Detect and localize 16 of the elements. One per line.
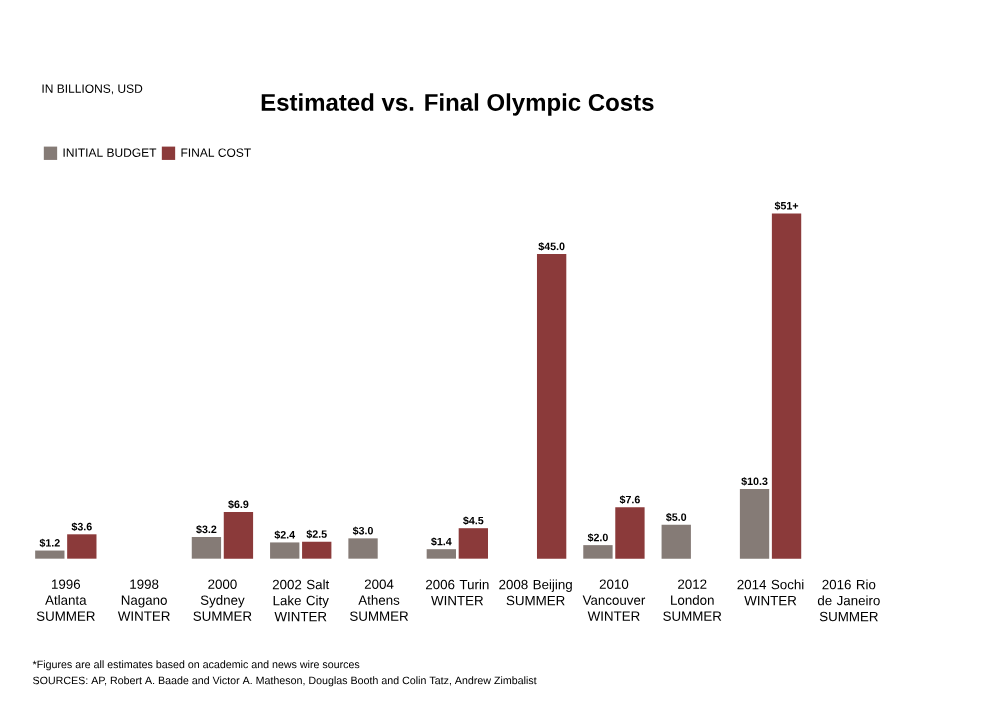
bar xyxy=(583,545,613,559)
bar xyxy=(536,254,567,559)
bar xyxy=(302,541,332,559)
bar xyxy=(348,538,378,559)
bar xyxy=(35,550,65,559)
bar xyxy=(739,488,770,559)
bar xyxy=(270,542,300,559)
bar xyxy=(458,528,488,559)
bar xyxy=(661,524,691,559)
bar xyxy=(615,507,645,559)
bar xyxy=(191,537,222,559)
bar xyxy=(426,549,457,559)
chart-title: Estimated vs. Final Olympic Costs xyxy=(261,93,654,116)
bar xyxy=(223,511,254,559)
bar xyxy=(67,534,97,559)
bar xyxy=(771,213,802,559)
